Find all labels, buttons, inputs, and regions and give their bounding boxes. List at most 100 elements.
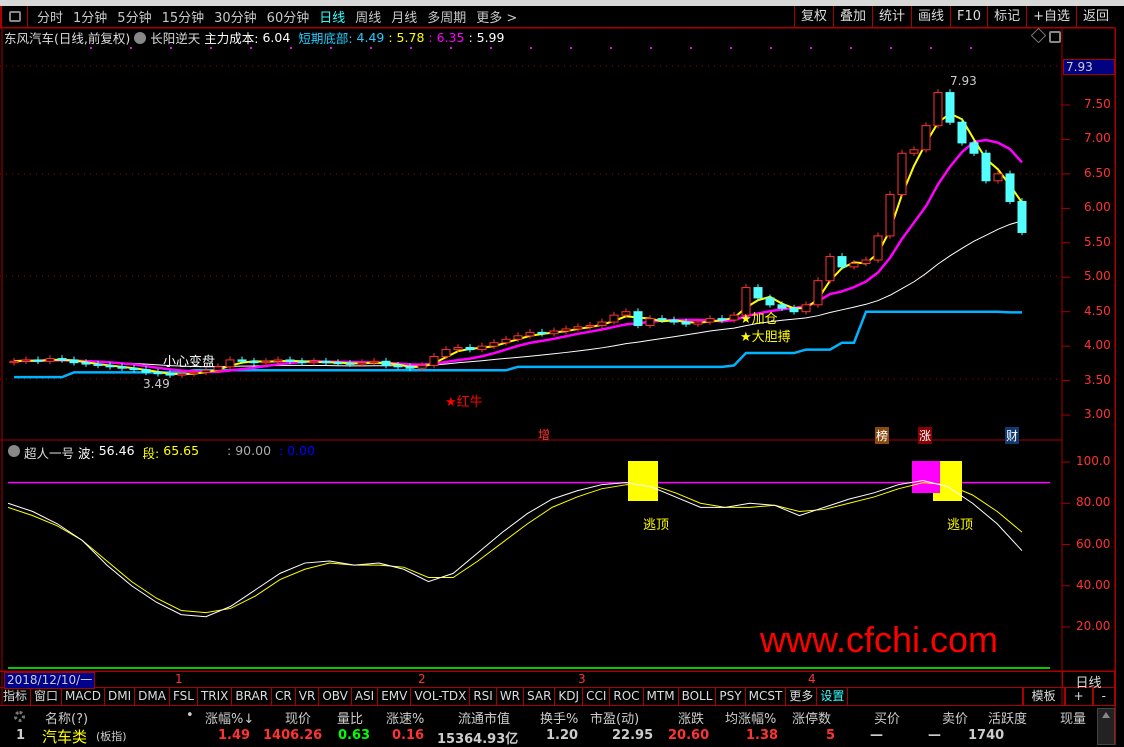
- candle[interactable]: [141, 369, 151, 373]
- indicator-tab[interactable]: RSI: [470, 688, 497, 705]
- candle[interactable]: [81, 362, 91, 365]
- candle[interactable]: [225, 359, 235, 368]
- candle[interactable]: [33, 359, 43, 362]
- candle[interactable]: [441, 349, 451, 357]
- indicator-tab[interactable]: VR: [296, 688, 320, 705]
- period-tab[interactable]: 周线: [355, 11, 382, 26]
- indicator-tab[interactable]: EMV: [378, 688, 412, 705]
- candle[interactable]: [825, 256, 835, 282]
- candle[interactable]: [381, 360, 391, 366]
- indicator-tab[interactable]: MTM: [644, 688, 679, 705]
- candle[interactable]: [849, 262, 859, 268]
- column-header[interactable]: 名称(?): [45, 712, 89, 727]
- candle[interactable]: [345, 362, 355, 365]
- candle[interactable]: [45, 358, 55, 362]
- candle[interactable]: [885, 194, 895, 237]
- column-header[interactable]: 涨跌: [678, 712, 705, 727]
- period-tab[interactable]: 30分钟: [214, 11, 257, 26]
- indicator-tab[interactable]: MCST: [746, 688, 787, 705]
- period-tab[interactable]: 更多 >: [476, 11, 518, 26]
- candle[interactable]: [765, 297, 775, 306]
- column-header[interactable]: 涨速%: [386, 712, 425, 727]
- candle[interactable]: [945, 92, 955, 123]
- indicator-tab[interactable]: 指标: [0, 688, 32, 705]
- column-header[interactable]: •: [186, 708, 194, 723]
- indicator-tab[interactable]: 更多: [786, 688, 818, 705]
- candle[interactable]: [657, 318, 667, 321]
- candle[interactable]: [177, 373, 187, 376]
- tool-button[interactable]: 标记: [987, 6, 1026, 27]
- candle[interactable]: [249, 360, 259, 364]
- candle[interactable]: [261, 360, 271, 364]
- candle[interactable]: [549, 330, 559, 335]
- template-button[interactable]: 模板: [1022, 688, 1065, 705]
- candle[interactable]: [237, 359, 247, 362]
- candle[interactable]: [933, 92, 943, 127]
- indicator-tab[interactable]: TRIX: [198, 688, 233, 705]
- indicator-tab[interactable]: 窗口: [31, 688, 63, 705]
- period-tab[interactable]: 60分钟: [266, 11, 310, 26]
- column-header[interactable]: 换手%: [540, 712, 579, 727]
- candle[interactable]: [753, 287, 763, 299]
- period-tab[interactable]: 5分钟: [117, 11, 152, 26]
- candle[interactable]: [429, 355, 439, 366]
- indicator-tab[interactable]: CR: [272, 688, 296, 705]
- tool-button[interactable]: 统计: [872, 6, 911, 27]
- candle[interactable]: [501, 338, 511, 344]
- indicator-name[interactable]: 超人一号: [24, 446, 75, 461]
- indicator-tab[interactable]: ASI: [352, 688, 379, 705]
- indicator-tab[interactable]: DMI: [105, 688, 136, 705]
- candle[interactable]: [717, 318, 727, 321]
- indicator-tab[interactable]: SAR: [524, 688, 556, 705]
- indicator-tab[interactable]: WR: [497, 688, 525, 705]
- candle[interactable]: [21, 359, 31, 362]
- candle[interactable]: [537, 331, 547, 335]
- indicator-tab[interactable]: 设置: [817, 688, 849, 705]
- candle[interactable]: [1017, 200, 1027, 233]
- tag-zeng[interactable]: 增: [538, 428, 551, 442]
- candle[interactable]: [585, 324, 595, 328]
- candle[interactable]: [453, 347, 463, 351]
- formula-dropdown-icon[interactable]: [134, 31, 147, 44]
- right-side-panel[interactable]: [1115, 28, 1124, 745]
- template-button[interactable]: +: [1064, 688, 1093, 705]
- candle[interactable]: [909, 149, 919, 154]
- scroll-up-button[interactable]: [1097, 708, 1115, 745]
- period-tab[interactable]: 月线: [391, 11, 418, 26]
- indicator-tab[interactable]: ROC: [610, 688, 644, 705]
- indicator-tab[interactable]: BRAR: [232, 688, 273, 705]
- candle[interactable]: [741, 287, 751, 316]
- tool-button[interactable]: F10: [950, 6, 987, 27]
- tag-bang[interactable]: 榜: [875, 427, 890, 444]
- candle[interactable]: [921, 125, 931, 151]
- column-header[interactable]: 涨幅%↓: [205, 712, 255, 727]
- table-row[interactable]: 1 汽车类 (板指) 1.49 1406.26 0.63 0.16 15364.93亿 1.20…: [0, 728, 1115, 747]
- candle[interactable]: [417, 364, 427, 369]
- tool-button[interactable]: 画线: [911, 6, 950, 27]
- period-tab[interactable]: 日线: [319, 11, 346, 26]
- candle[interactable]: [285, 359, 295, 362]
- candle[interactable]: [405, 366, 415, 369]
- candle[interactable]: [633, 311, 643, 326]
- candle[interactable]: [321, 360, 331, 364]
- candle[interactable]: [669, 319, 679, 323]
- candle[interactable]: [897, 152, 907, 196]
- candle[interactable]: [357, 362, 367, 365]
- candle[interactable]: [573, 326, 583, 330]
- candle[interactable]: [729, 314, 739, 321]
- candle[interactable]: [561, 328, 571, 332]
- column-header[interactable]: 买价: [874, 712, 901, 727]
- candle[interactable]: [297, 360, 307, 364]
- candle[interactable]: [201, 369, 211, 373]
- candle[interactable]: [621, 311, 631, 316]
- indicator-tab[interactable]: OBV: [319, 688, 352, 705]
- column-header[interactable]: 涨停数: [792, 712, 832, 727]
- template-button[interactable]: -: [1092, 688, 1115, 705]
- tag-zhang[interactable]: 涨: [918, 427, 933, 444]
- column-header[interactable]: 量比: [337, 712, 364, 727]
- formula-name[interactable]: 长阳逆天: [150, 31, 201, 46]
- candle[interactable]: [489, 342, 499, 347]
- candle[interactable]: [837, 256, 847, 268]
- candle[interactable]: [969, 142, 979, 154]
- candle[interactable]: [993, 173, 1003, 182]
